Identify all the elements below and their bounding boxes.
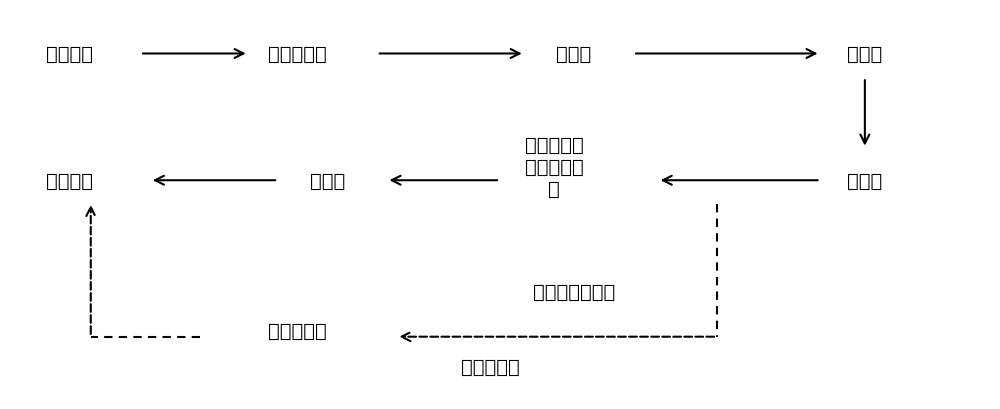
Text: 路缘石豁口: 路缘石豁口 — [268, 45, 327, 64]
Text: 卵石区: 卵石区 — [556, 45, 592, 64]
Text: 溢流雨水口: 溢流雨水口 — [268, 321, 327, 340]
Text: 路面雨水: 路面雨水 — [46, 45, 93, 64]
Text: 雨水系统: 雨水系统 — [46, 171, 93, 190]
Text: 沉沙井: 沉沙井 — [847, 45, 882, 64]
Text: 种植区: 种植区 — [847, 171, 882, 190]
Text: 滴留带容量: 滴留带容量 — [461, 357, 520, 376]
Text: 透水管: 透水管 — [310, 171, 345, 190]
Text: 种植土、过
滤层、砦石
层: 种植土、过 滤层、砦石 层 — [525, 135, 584, 198]
Text: 雨水量超过生物: 雨水量超过生物 — [533, 282, 615, 301]
